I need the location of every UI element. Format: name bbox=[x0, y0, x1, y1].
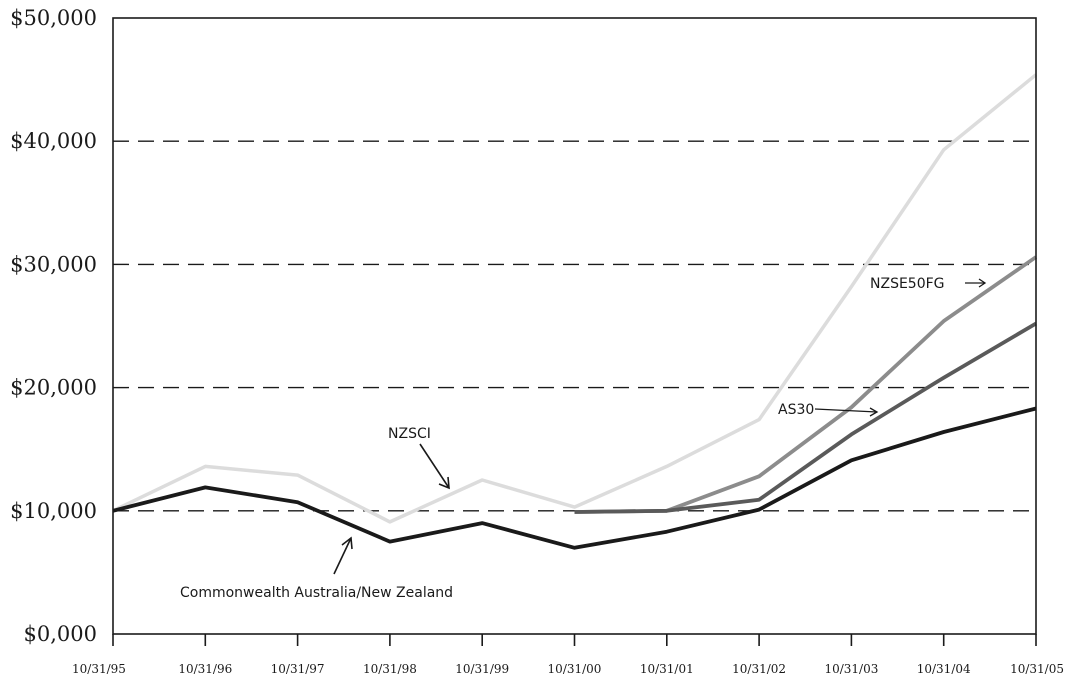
annotation-nzsci-arrowhead bbox=[438, 476, 450, 490]
plot-frame bbox=[112, 17, 1037, 635]
annotation-as30-arrowhead bbox=[869, 407, 879, 417]
annotation-nzsci-arrow bbox=[419, 443, 450, 489]
annotation-as30: AS30 bbox=[778, 402, 814, 418]
series-line-nzse50fg bbox=[574, 255, 1038, 514]
y-tick-label: $30,000 bbox=[10, 252, 97, 276]
x-tick-label: 10/31/97 bbox=[271, 662, 325, 676]
annotation-commonwealth-arrow bbox=[333, 537, 352, 575]
series-lines bbox=[112, 73, 1038, 550]
x-tick-label: 10/31/01 bbox=[640, 662, 694, 676]
x-axis-ticks: 10/31/95 10/31/96 10/31/97 10/31/98 10/31/99… bbox=[72, 634, 1064, 676]
series-line-as30 bbox=[574, 321, 1037, 514]
x-tick-label: 10/31/99 bbox=[455, 662, 509, 676]
annotation-commonwealth-arrowhead bbox=[341, 536, 353, 550]
annotation-as30-arrow bbox=[814, 408, 878, 413]
x-tick-label: 10/31/03 bbox=[824, 662, 878, 676]
x-tick-label: 10/31/96 bbox=[178, 662, 232, 676]
x-tick-label: 10/31/04 bbox=[917, 662, 971, 676]
x-tick-label: 10/31/95 bbox=[72, 662, 126, 676]
y-tick-label: $0,000 bbox=[24, 622, 97, 646]
series-line-commonwealth-australia-new-zealand bbox=[112, 406, 1037, 550]
annotation-commonwealth: Commonwealth Australia/New Zealand bbox=[180, 585, 453, 601]
annotation-nzse50fg: NZSE50FG bbox=[870, 276, 945, 292]
series-line-nzsci bbox=[112, 73, 1038, 524]
y-tick-label: $50,000 bbox=[10, 6, 97, 30]
x-tick-label: 10/31/98 bbox=[363, 662, 417, 676]
x-tick-label: 10/31/00 bbox=[548, 662, 602, 676]
gridlines bbox=[113, 140, 1036, 512]
y-tick-label: $20,000 bbox=[10, 376, 97, 400]
x-tick-label: 10/31/05 bbox=[1010, 662, 1064, 676]
y-tick-label: $10,000 bbox=[10, 499, 97, 523]
annotation-nzsci: NZSCI bbox=[388, 426, 431, 442]
annotation-nzse50fg-arrowhead bbox=[978, 278, 987, 288]
y-axis-ticks: $0,000 $10,000 $20,000 $30,000 $40,000 $50,00… bbox=[10, 6, 97, 646]
y-tick-label: $40,000 bbox=[10, 129, 97, 153]
x-tick-label: 10/31/02 bbox=[732, 662, 786, 676]
